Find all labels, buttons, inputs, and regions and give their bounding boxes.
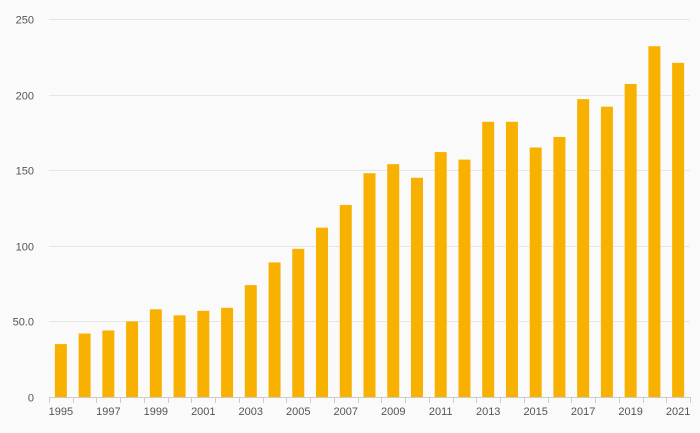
bar-2007[interactable] (339, 204, 352, 397)
bar-2008[interactable] (363, 173, 376, 397)
x-tick-label: 2021 (666, 406, 690, 418)
x-tick-label: 2013 (476, 406, 500, 418)
bar-2020[interactable] (648, 46, 661, 397)
bar-2006[interactable] (316, 227, 329, 397)
bar-1995[interactable] (54, 344, 67, 397)
bar-2009[interactable] (387, 164, 400, 397)
bar-2014[interactable] (505, 121, 518, 397)
x-axis-labels: 1995 1997 1999 2001 2003 2005 2007 2009 2011 2013… (49, 406, 691, 418)
x-tick-label: 1997 (96, 406, 120, 418)
bar-2017[interactable] (577, 99, 590, 397)
bar-1998[interactable] (126, 321, 139, 397)
x-tick-label: 2015 (523, 406, 547, 418)
bar-2016[interactable] (553, 136, 566, 397)
y-tick-label: 50.0 (13, 317, 34, 329)
x-tick-label: 2003 (239, 406, 263, 418)
x-tick-label: 2017 (571, 406, 595, 418)
bar-2012[interactable] (458, 159, 471, 397)
bar-2002[interactable] (221, 307, 234, 397)
x-tick-label: 2007 (334, 406, 358, 418)
bar-2018[interactable] (600, 106, 613, 397)
y-axis-labels: 0 50.0 100 150 200 250 (13, 15, 34, 405)
bar-1999[interactable] (149, 309, 162, 397)
bar-2021[interactable] (672, 62, 685, 397)
bars (54, 46, 685, 398)
bar-2000[interactable] (173, 315, 186, 397)
bar-2005[interactable] (292, 248, 305, 397)
y-tick-label: 250 (16, 15, 34, 27)
x-tick-label: 1995 (49, 406, 73, 418)
y-tick-label: 200 (16, 91, 34, 103)
bar-2015[interactable] (529, 147, 542, 397)
y-tick-label: 0 (28, 393, 34, 405)
bar-2010[interactable] (410, 177, 423, 397)
x-tick-label: 2001 (191, 406, 215, 418)
bar-2004[interactable] (268, 262, 281, 397)
bar-1996[interactable] (78, 333, 91, 398)
x-tick-label: 1999 (144, 406, 168, 418)
x-tick-label: 2005 (286, 406, 310, 418)
bar-1997[interactable] (102, 330, 115, 397)
bar-2003[interactable] (244, 285, 257, 397)
x-tick-label: 2019 (618, 406, 642, 418)
y-tick-label: 100 (16, 242, 34, 254)
x-tick-label: 2009 (381, 406, 405, 418)
bar-2001[interactable] (197, 310, 210, 397)
bar-2013[interactable] (482, 121, 495, 397)
y-tick-label: 150 (16, 166, 34, 178)
x-axis (49, 397, 691, 403)
x-tick-label: 2011 (429, 406, 453, 418)
bar-2011[interactable] (434, 152, 447, 397)
bar-2019[interactable] (624, 84, 637, 398)
